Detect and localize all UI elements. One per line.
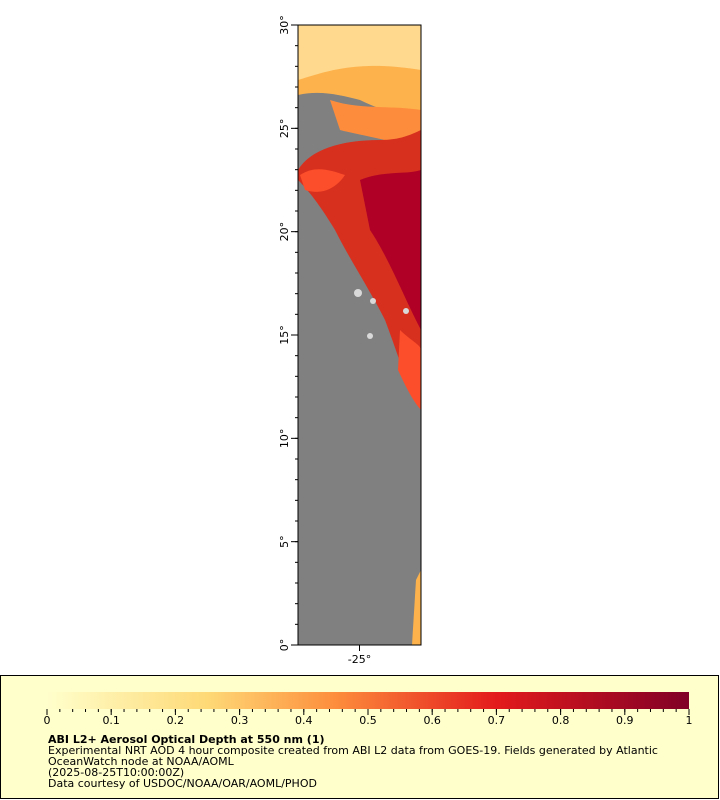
map-image bbox=[298, 25, 421, 645]
colorbar-tick-label: 0.9 bbox=[616, 714, 634, 727]
colorbar-tick-label: 0.4 bbox=[295, 714, 313, 727]
caption-line: Experimental NRT AOD 4 hour composite cr… bbox=[48, 744, 658, 757]
caption-title: ABI L2+ Aerosol Optical Depth at 550 nm … bbox=[48, 733, 325, 746]
colorbar-tick-label: 0.3 bbox=[231, 714, 249, 727]
caption-line: Data courtesy of USDOC/NOAA/OAR/AOML/PHO… bbox=[48, 777, 317, 790]
colorbar-tick-label: 0 bbox=[44, 714, 51, 727]
colorbar bbox=[47, 692, 689, 709]
colorbar-tick-label: 0.1 bbox=[102, 714, 120, 727]
colorbar-tick-label: 0.7 bbox=[488, 714, 506, 727]
colorbar-tick-label: 0.8 bbox=[552, 714, 570, 727]
caption-line: (2025-08-25T10:00:00Z) bbox=[48, 766, 184, 779]
colorbar-tick-label: 1 bbox=[686, 714, 693, 727]
lat-tick-label: 5° bbox=[278, 535, 291, 548]
lat-tick-label: 15° bbox=[278, 325, 291, 345]
lat-tick-label: 20° bbox=[278, 222, 291, 242]
lat-tick-label: 25° bbox=[278, 119, 291, 139]
lat-tick-label: 30° bbox=[278, 15, 291, 35]
colorbar-tick-label: 0.5 bbox=[359, 714, 377, 727]
caption-line: OceanWatch node at NOAA/AOML bbox=[48, 755, 235, 768]
lat-tick-label: 10° bbox=[278, 429, 291, 449]
lon-tick-label: -25° bbox=[348, 653, 371, 666]
colorbar-tick-label: 0.2 bbox=[167, 714, 185, 727]
lat-tick-label: 0° bbox=[278, 639, 291, 652]
colorbar-tick-label: 0.6 bbox=[423, 714, 441, 727]
